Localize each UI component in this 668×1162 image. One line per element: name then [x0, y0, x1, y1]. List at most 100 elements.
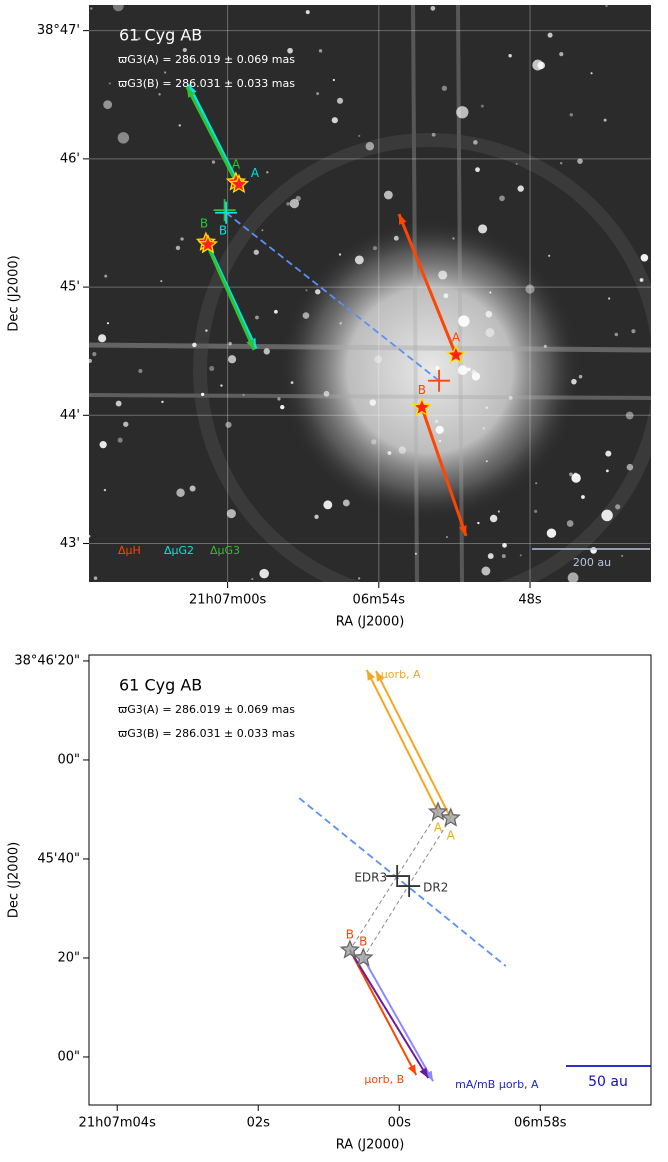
- background-star: [259, 568, 269, 579]
- arrow-head: [458, 525, 467, 536]
- background-star: [481, 566, 491, 576]
- background-star: [103, 100, 113, 110]
- background-star: [615, 504, 621, 510]
- background-star: [473, 140, 478, 145]
- background-star: [438, 439, 442, 443]
- background-star: [383, 190, 393, 200]
- y-tick-label: 38°46'20": [14, 653, 80, 668]
- background-star: [499, 195, 505, 202]
- arrow-head: [419, 1067, 429, 1079]
- background-star: [112, 5, 124, 12]
- star-marker: [411, 396, 433, 417]
- background-star: [286, 202, 290, 206]
- sky-image: [89, 5, 651, 582]
- background-star: [508, 54, 512, 58]
- x-axis-label: RA (J2000): [336, 1138, 405, 1153]
- background-star: [263, 348, 270, 355]
- arrow-head: [407, 1064, 417, 1076]
- background-star: [99, 441, 107, 449]
- background-star: [578, 374, 583, 379]
- background-star: [358, 134, 361, 137]
- background-star: [489, 291, 492, 294]
- parallax-annotation: ϖG3(A) = 286.019 ± 0.069 mas: [118, 703, 295, 716]
- background-star: [480, 104, 484, 108]
- y-tick-label: 45'40": [37, 851, 80, 866]
- background-star: [182, 47, 187, 53]
- background-star: [160, 280, 163, 283]
- background-star: [569, 472, 573, 477]
- background-star: [158, 93, 161, 96]
- background-star: [369, 399, 377, 406]
- background-star: [567, 572, 579, 582]
- background-star: [123, 421, 129, 427]
- background-star: [581, 495, 585, 499]
- background-star: [331, 117, 338, 124]
- background-star: [601, 509, 613, 522]
- background-star: [571, 378, 577, 385]
- background-star: [189, 485, 196, 492]
- panel-title: 61 Cyg AB: [119, 26, 202, 45]
- background-star: [626, 463, 634, 471]
- y-tick-label: 00": [57, 752, 80, 767]
- background-star: [569, 113, 573, 117]
- y-tick-label: 38°47': [37, 23, 80, 38]
- background-star: [501, 554, 506, 559]
- y-tick-label: 44': [60, 408, 80, 423]
- background-star: [318, 49, 323, 53]
- background-star: [435, 425, 444, 434]
- y-tick-label: 00": [57, 1049, 80, 1064]
- background-star: [92, 352, 97, 357]
- parallax-annotation: ϖG3(B) = 286.031 ± 0.033 mas: [118, 77, 295, 90]
- scale-bar-label: 50 au: [588, 1074, 628, 1090]
- arrow-head: [398, 214, 407, 225]
- background-star: [456, 106, 469, 119]
- background-star: [374, 355, 383, 364]
- background-star: [590, 72, 593, 75]
- legend-label: ΔμG3: [210, 544, 240, 557]
- background-star: [458, 315, 470, 327]
- background-star: [621, 554, 624, 557]
- background-star: [546, 528, 557, 538]
- position-cross: [398, 875, 421, 898]
- background-star: [566, 520, 574, 527]
- position-cross: [428, 369, 451, 392]
- background-star: [485, 328, 495, 338]
- parallax-annotation: ϖG3(B) = 286.031 ± 0.033 mas: [118, 727, 295, 740]
- background-star: [497, 510, 500, 513]
- background-star: [625, 411, 634, 420]
- background-star: [117, 132, 130, 144]
- background-star: [605, 450, 612, 457]
- arrow-head: [375, 670, 385, 682]
- panel: [89, 5, 651, 582]
- star-label: B: [359, 934, 367, 948]
- background-star: [639, 278, 644, 282]
- background-star: [225, 421, 232, 428]
- background-star: [277, 397, 281, 401]
- background-star: [211, 160, 216, 164]
- x-tick-label: 21h07m04s: [79, 1116, 157, 1131]
- background-star: [477, 521, 480, 525]
- star-marker: [339, 939, 361, 959]
- background-star: [138, 368, 143, 374]
- background-star: [435, 366, 440, 371]
- background-star: [548, 254, 551, 257]
- background-star: [434, 419, 439, 424]
- background-star: [559, 51, 564, 57]
- background-star: [452, 237, 455, 240]
- background-star: [98, 334, 107, 343]
- x-tick-label: 21h07m00s: [189, 593, 267, 608]
- background-star: [176, 488, 185, 497]
- background-star: [287, 47, 293, 54]
- background-star: [515, 162, 518, 165]
- background-star: [457, 365, 468, 376]
- x-tick-label: 06m58s: [514, 1116, 567, 1131]
- star-label: B: [219, 223, 227, 237]
- star-label: A: [232, 157, 241, 171]
- background-star: [261, 229, 264, 232]
- y-tick-label: 43': [60, 536, 80, 551]
- arrow-head: [246, 339, 255, 350]
- star-label: B: [418, 383, 426, 397]
- background-star: [614, 332, 619, 337]
- background-star: [117, 437, 123, 443]
- parallax-annotation: ϖG3(A) = 286.019 ± 0.069 mas: [118, 53, 295, 66]
